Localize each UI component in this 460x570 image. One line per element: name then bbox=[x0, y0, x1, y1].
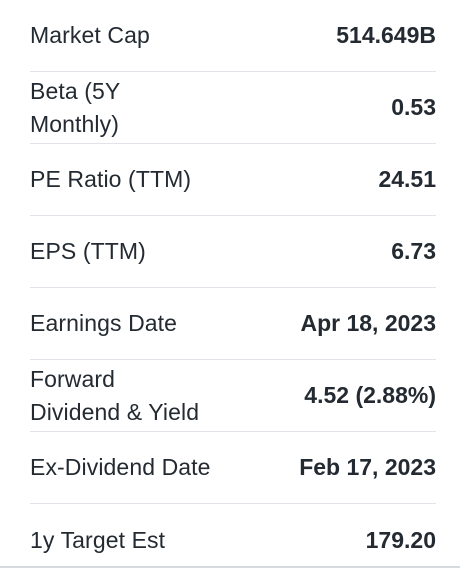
bottom-divider bbox=[0, 566, 460, 568]
stat-label: Earnings Date bbox=[30, 310, 178, 336]
stat-value: Feb 17, 2023 bbox=[299, 454, 436, 480]
stat-row-pe-ratio: PE Ratio (TTM) 24.51 bbox=[30, 144, 436, 216]
stat-value: 6.73 bbox=[391, 238, 436, 264]
stat-value: 179.20 bbox=[365, 526, 436, 553]
stat-row-earnings-date: Earnings Date Apr 18, 2023 bbox=[30, 288, 436, 360]
stat-label: Market Cap bbox=[30, 22, 150, 48]
stat-value: 0.53 bbox=[391, 94, 436, 120]
stat-row-target-est: 1y Target Est 179.20 bbox=[30, 504, 436, 570]
stat-label: 1y Target Est bbox=[30, 526, 166, 553]
stat-row-ex-dividend-date: Ex-Dividend Date Feb 17, 2023 bbox=[30, 432, 436, 504]
stat-label-line: Monthly) bbox=[30, 110, 119, 137]
stat-value: 514.649B bbox=[336, 22, 436, 48]
stat-value: 24.51 bbox=[378, 166, 436, 192]
stat-value: Apr 18, 2023 bbox=[300, 310, 436, 336]
stat-label: EPS (TTM) bbox=[30, 238, 146, 264]
stat-label: Ex-Dividend Date bbox=[30, 454, 211, 480]
stat-label-line: Dividend & Yield bbox=[30, 398, 200, 425]
stat-row-market-cap: Market Cap 514.649B bbox=[30, 0, 436, 72]
stat-label: Forward Dividend & Yield bbox=[30, 363, 199, 429]
stat-value: 4.52 (2.88%) bbox=[304, 382, 436, 408]
stat-label: PE Ratio (TTM) bbox=[30, 166, 192, 192]
stat-row-forward-dividend: Forward Dividend & Yield 4.52 (2.88%) bbox=[30, 360, 436, 432]
stat-label-line: Forward bbox=[30, 365, 116, 392]
stat-label-line: Beta (5Y bbox=[30, 77, 121, 104]
stat-label: Beta (5Y Monthly) bbox=[30, 75, 120, 141]
stat-row-beta: Beta (5Y Monthly) 0.53 bbox=[30, 72, 436, 144]
stat-row-eps: EPS (TTM) 6.73 bbox=[30, 216, 436, 288]
